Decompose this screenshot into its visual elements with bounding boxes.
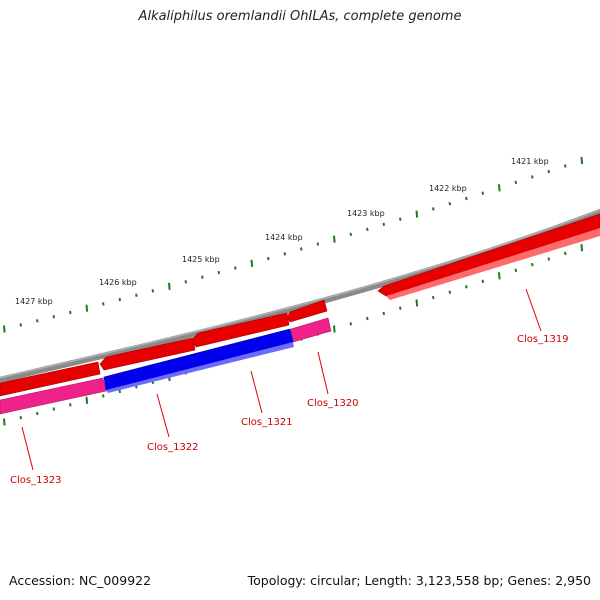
outer-scale-tick (415, 210, 419, 218)
outer-scale-tick (448, 202, 452, 206)
gene-feature-clos-1322[interactable] (99, 337, 196, 371)
inner-scale-tick (69, 403, 72, 407)
outer-scale-tick (151, 289, 155, 293)
kbp-label-1421: 1421 kbp (511, 157, 549, 166)
outer-scale-tick (382, 222, 386, 226)
kbp-label-1425: 1425 kbp (182, 255, 220, 264)
kbp-label-1427: 1427 kbp (15, 297, 53, 306)
inner-scale-tick (531, 263, 534, 267)
outer-scale-tick (250, 259, 254, 267)
outer-scale-tick (399, 217, 402, 221)
inner-scale-tick (547, 257, 551, 261)
inner-scale-tick (118, 389, 122, 394)
inner-scale-tick (465, 285, 468, 289)
inner-scale-tick (498, 272, 501, 280)
outer-scale-tick (498, 184, 501, 192)
inner-scale-tick (366, 316, 369, 321)
outer-scale-tick (564, 164, 567, 168)
inner-scale-tick (399, 306, 402, 310)
callout-line-clos-1321 (250, 370, 263, 414)
inner-scale-tick (3, 418, 6, 426)
kbp-label-1422: 1422 kbp (429, 184, 467, 193)
outer-scale-tick (316, 242, 320, 246)
outer-scale-tick (267, 256, 270, 261)
outer-scale-tick (333, 235, 336, 243)
gene-feature-clos-1319[interactable] (377, 213, 600, 297)
outer-scale-tick (184, 280, 188, 284)
outer-scale-tick (580, 156, 584, 165)
inner-scale-tick (481, 279, 485, 283)
outer-scale-tick (201, 275, 204, 279)
map-title: Alkaliphilus oremlandii OhILAs, complete… (138, 9, 462, 24)
outer-scale-tick (102, 302, 105, 306)
gene-label-clos-1320[interactable]: Clos_1320 (307, 398, 359, 409)
outer-scale-tick (465, 196, 468, 201)
outer-scale-tick (135, 293, 138, 297)
outer-scale-tick (19, 323, 23, 327)
outer-scale-tick (283, 252, 287, 256)
inner-scale-tick (564, 251, 567, 256)
outer-scale-tick (300, 247, 303, 251)
inner-scale-tick (19, 416, 23, 420)
gene-label-clos-1321[interactable]: Clos_1321 (241, 417, 293, 428)
outer-scale-tick (514, 180, 518, 185)
outer-scale-tick (69, 310, 72, 315)
callout-line-clos-1323 (21, 426, 34, 471)
kbp-label-1424: 1424 kbp (265, 233, 303, 242)
inner-scale-tick (349, 322, 353, 326)
inner-scale-tick (432, 295, 435, 300)
inner-scale-tick (382, 311, 386, 316)
outer-scale-tick (168, 282, 171, 290)
outer-scale-tick (3, 325, 6, 333)
gene-label-clos-1319[interactable]: Clos_1319 (517, 334, 569, 345)
scale-ticks-inner (3, 244, 584, 426)
callout-line-clos-1320 (317, 351, 329, 395)
gene-feature-clos-1322-reverse[interactable] (0, 377, 107, 415)
gene-feature-clos-1321-reverse-shadow (106, 342, 294, 393)
outer-scale-tick (85, 304, 89, 312)
gene-label-clos-1323[interactable]: Clos_1323 (10, 475, 62, 486)
inner-scale-tick (102, 394, 105, 398)
inner-scale-tick (36, 411, 39, 416)
gene-feature-clos-1320-reverse[interactable] (290, 317, 332, 343)
outer-scale-tick (531, 175, 534, 179)
outer-scale-tick (217, 270, 221, 275)
outer-scale-tick (432, 207, 435, 211)
outer-scale-tick (366, 227, 369, 231)
accession-label: Accession: NC_009922 (9, 573, 152, 588)
gene-label-clos-1322[interactable]: Clos_1322 (147, 442, 199, 453)
inner-scale-tick (514, 268, 518, 272)
outer-scale-tick (52, 315, 56, 319)
kbp-label-1426: 1426 kbp (99, 278, 137, 287)
callout-line-clos-1319 (525, 288, 542, 332)
outer-scale-tick (36, 319, 39, 323)
genome-backbone-highlight (0, 209, 600, 379)
kbp-label-1423: 1423 kbp (347, 209, 385, 218)
inner-scale-tick (448, 290, 452, 294)
scale-ticks-outer (3, 156, 584, 333)
gene-feature-clos-1319-shadow (386, 228, 600, 300)
gene-feature-clos-1323[interactable] (0, 361, 101, 397)
inner-scale-tick (85, 396, 89, 404)
outer-scale-tick (547, 169, 551, 174)
inner-scale-tick (333, 325, 336, 333)
inner-scale-tick (52, 407, 56, 411)
outer-scale-tick (234, 266, 237, 270)
inner-scale-tick (415, 299, 419, 307)
outer-scale-tick (349, 232, 353, 236)
outer-scale-tick (481, 191, 485, 195)
inner-scale-tick (580, 244, 584, 252)
callout-line-clos-1322 (156, 393, 170, 438)
genome-summary-label: Topology: circular; Length: 3,123,558 bp… (247, 573, 591, 588)
outer-scale-tick (118, 297, 122, 302)
